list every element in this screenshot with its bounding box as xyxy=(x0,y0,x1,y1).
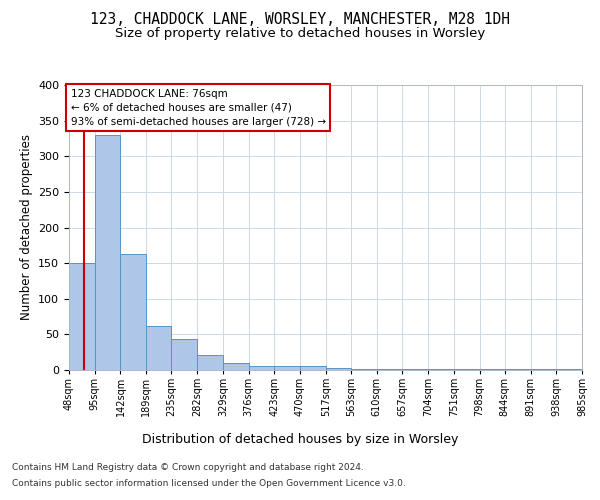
Text: Distribution of detached houses by size in Worsley: Distribution of detached houses by size … xyxy=(142,432,458,446)
Bar xyxy=(351,368,377,370)
Bar xyxy=(274,366,300,370)
Bar xyxy=(146,326,172,370)
Bar xyxy=(197,355,223,370)
Text: Contains HM Land Registry data © Crown copyright and database right 2024.: Contains HM Land Registry data © Crown c… xyxy=(12,464,364,472)
Bar xyxy=(69,263,95,370)
Bar xyxy=(300,366,326,370)
Bar xyxy=(248,366,274,370)
Text: 123 CHADDOCK LANE: 76sqm
← 6% of detached houses are smaller (47)
93% of semi-de: 123 CHADDOCK LANE: 76sqm ← 6% of detache… xyxy=(71,88,326,126)
Text: Contains public sector information licensed under the Open Government Licence v3: Contains public sector information licen… xyxy=(12,478,406,488)
Bar xyxy=(121,254,146,370)
Bar xyxy=(326,368,351,370)
Bar xyxy=(223,363,248,370)
Text: 123, CHADDOCK LANE, WORSLEY, MANCHESTER, M28 1DH: 123, CHADDOCK LANE, WORSLEY, MANCHESTER,… xyxy=(90,12,510,28)
Text: Size of property relative to detached houses in Worsley: Size of property relative to detached ho… xyxy=(115,28,485,40)
Bar xyxy=(172,338,197,370)
Y-axis label: Number of detached properties: Number of detached properties xyxy=(20,134,32,320)
Bar xyxy=(95,135,121,370)
